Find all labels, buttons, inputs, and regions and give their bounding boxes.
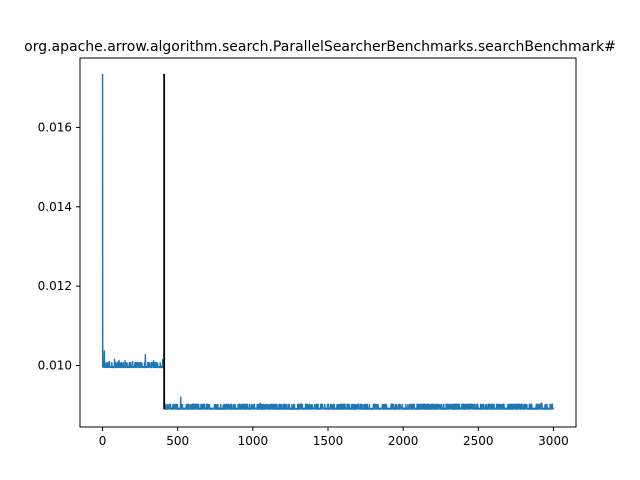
x-tick-label: 1000 (238, 434, 269, 448)
y-tick-label: 0.010 (38, 359, 72, 373)
x-tick-label: 2500 (463, 434, 494, 448)
x-tick-label: 500 (166, 434, 189, 448)
plot-lines (101, 73, 555, 410)
x-tick-label: 3000 (538, 434, 569, 448)
plot-frame (79, 57, 577, 428)
y-tick-label: 0.012 (38, 279, 72, 293)
x-tick-label: 0 (99, 434, 107, 448)
series-line (101, 73, 555, 410)
y-axis: 0.010 0.012 0.014 0.016 (38, 120, 80, 373)
y-tick-label: 0.014 (38, 200, 72, 214)
x-axis: 0 500 1000 1500 2000 2500 3000 (99, 427, 569, 448)
x-tick-label: 2000 (388, 434, 419, 448)
x-tick-label: 1500 (313, 434, 344, 448)
y-tick-label: 0.016 (38, 120, 72, 134)
chart-title: org.apache.arrow.algorithm.search.Parall… (24, 39, 616, 55)
